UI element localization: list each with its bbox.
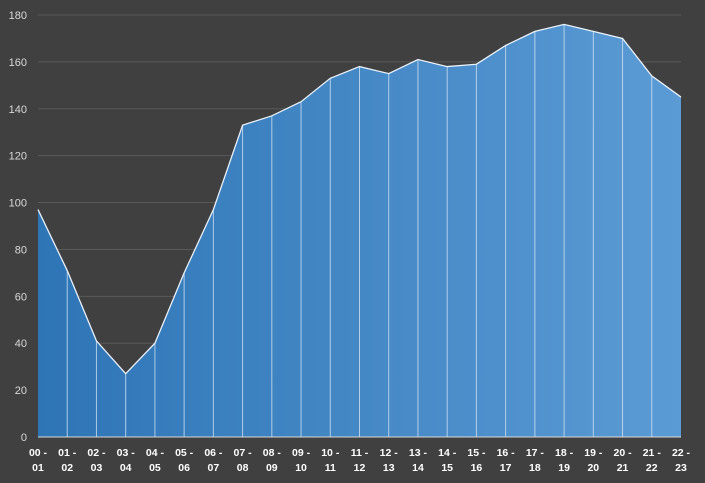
x-tick-label-line2: 02: [61, 462, 73, 474]
x-tick-label-line2: 23: [675, 462, 687, 474]
x-axis-tick-labels: 00 - 01 01 - 02 02 - 03 03 - 04 04 - 05 05 - 06 06 -…: [29, 447, 691, 474]
x-tick-label: 16 -: [497, 447, 516, 459]
x-tick-label-line2: 03: [91, 462, 103, 474]
y-tick-label: 60: [15, 291, 27, 303]
x-tick-label-line2: 11: [325, 462, 336, 474]
x-tick-label: 08 -: [263, 447, 282, 459]
x-tick-label-line2: 05: [149, 462, 161, 474]
y-tick-label: 100: [9, 198, 27, 210]
x-tick-label: 13 -: [409, 447, 428, 459]
y-tick-label: 180: [9, 10, 27, 22]
x-tick-label-line2: 15: [441, 462, 453, 474]
area-dividers: [37, 23, 682, 437]
x-tick-label: 04 -: [146, 447, 165, 459]
x-tick-label: 21 -: [643, 447, 662, 459]
x-tick-label-line2: 18: [529, 462, 541, 474]
x-tick-label: 14 -: [438, 447, 457, 459]
x-tick-label: 07 -: [234, 447, 253, 459]
x-tick-label-line2: 14: [412, 462, 424, 474]
x-tick-label-line2: 19: [558, 462, 570, 474]
x-tick-label: 15 -: [467, 447, 486, 459]
y-tick-label: 80: [15, 244, 27, 256]
y-tick-label: 140: [9, 104, 27, 116]
y-axis-tick-labels: 0 20 40 60 80 100 120 140 160 180: [9, 10, 27, 444]
x-tick-label-line2: 22: [646, 462, 658, 474]
x-tick-label-line2: 09: [266, 462, 278, 474]
x-tick-label: 09 -: [292, 447, 311, 459]
x-tick-label-line2: 20: [587, 462, 599, 474]
x-tick-label-line2: 10: [295, 462, 307, 474]
x-tick-label: 06 -: [204, 447, 223, 459]
x-tick-label: 19 -: [584, 447, 603, 459]
x-tick-label: 02 -: [87, 447, 106, 459]
y-tick-label: 40: [15, 338, 27, 350]
y-tick-label: 20: [15, 385, 27, 397]
y-tick-label: 160: [9, 57, 27, 69]
x-tick-label-line2: 01: [32, 462, 44, 474]
x-tick-label: 03 -: [117, 447, 136, 459]
x-tick-label: 17 -: [526, 447, 545, 459]
x-tick-label-line2: 07: [208, 462, 220, 474]
x-tick-label: 22 -: [672, 447, 691, 459]
y-tick-label: 0: [21, 432, 27, 444]
x-tick-label-line2: 04: [120, 462, 132, 474]
x-tick-label-line2: 12: [354, 462, 366, 474]
x-tick-label-line2: 21: [617, 462, 629, 474]
x-tick-label: 20 -: [613, 447, 632, 459]
x-tick-label-line2: 06: [178, 462, 190, 474]
x-tick-label-line2: 08: [237, 462, 249, 474]
x-tick-label: 10 -: [321, 447, 340, 459]
x-tick-label-line2: 13: [383, 462, 395, 474]
x-tick-label: 00 -: [29, 447, 48, 459]
x-tick-label: 12 -: [380, 447, 399, 459]
area-outline: [37, 23, 682, 375]
x-tick-label: 01 -: [58, 447, 77, 459]
x-tick-label-line2: 16: [471, 462, 483, 474]
y-tick-label: 120: [9, 151, 27, 163]
x-tick-label: 18 -: [555, 447, 574, 459]
x-tick-label-line2: 17: [500, 462, 512, 474]
x-tick-label: 11 -: [351, 447, 369, 459]
x-tick-label: 05 -: [175, 447, 194, 459]
